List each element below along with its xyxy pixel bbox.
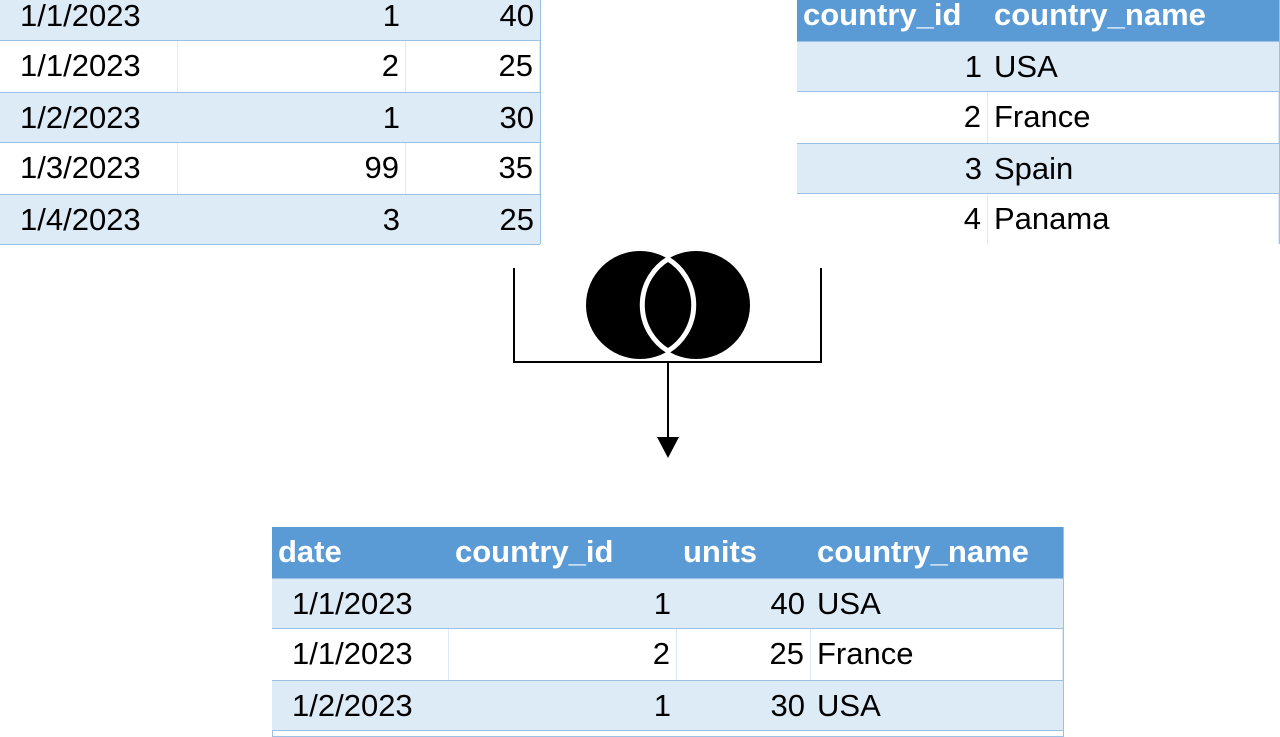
table-cell: 30 [406,92,540,143]
table-cell: 1 [178,0,406,41]
table-cell: 1/2/2023 [0,92,178,143]
table-cell: USA [811,680,1063,731]
table-cell: 1/2/2023 [272,680,449,731]
table-cell: country_name [811,527,1063,578]
venn-left [586,251,694,359]
table-cell: 1 [449,578,677,629]
arrow-head [657,437,679,458]
table-cell: 2 [178,41,406,92]
table-cell: 99 [178,143,406,194]
table-cell: USA [988,41,1279,92]
table-cell: 3 [797,143,988,194]
table-cell: 3 [178,194,406,245]
table-cell: 4 [797,194,988,245]
table-cell: 1 [178,92,406,143]
venn-intersection [639,256,697,354]
table-cell: country_id [449,527,677,578]
table-cell: 40 [677,578,811,629]
table-cell: date [272,527,449,578]
table-cell: 1 [449,680,677,731]
table-cell: 1/1/2023 [272,578,449,629]
table-cell: 1/3/2023 [0,143,178,194]
table-cell: 25 [677,629,811,680]
table-cell: country_id [797,0,988,41]
table-cell: 35 [406,143,540,194]
table-cell: 1/1/2023 [0,0,178,41]
table-cell: country_name [988,0,1279,41]
table-cell: 25 [406,41,540,92]
table-cell: 1/4/2023 [0,194,178,245]
table-cell: 1 [797,41,988,92]
connector [513,268,822,363]
table-cell: Panama [988,194,1279,245]
table-cell: units [677,527,811,578]
table-cell: France [988,92,1279,143]
table-cell: 2 [797,92,988,143]
table-cell: 30 [677,680,811,731]
table-cell: 40 [406,0,540,41]
table-cell: 1/1/2023 [0,41,178,92]
table-cell: 2 [449,629,677,680]
table-cell: USA [811,578,1063,629]
table-cell: France [811,629,1063,680]
venn-right [642,251,750,359]
table-cell: 1/1/2023 [272,629,449,680]
table-cell: 25 [406,194,540,245]
table-cell: Spain [988,143,1279,194]
